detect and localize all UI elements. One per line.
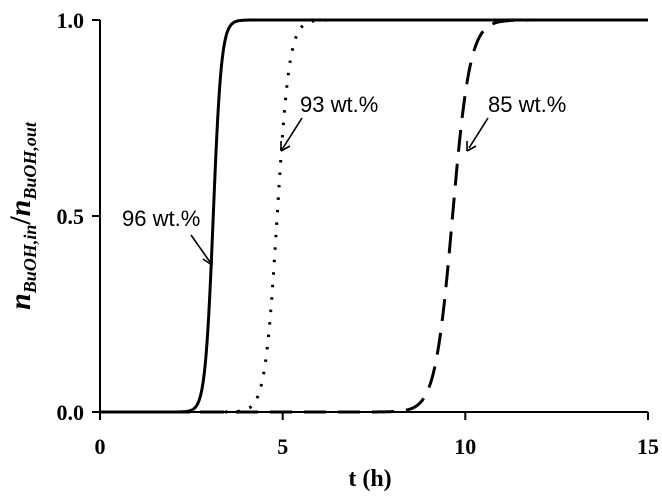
- annotation-85-arrow: [468, 117, 489, 149]
- annotation-96-arrow: [190, 234, 211, 263]
- y-tick-label-1: 0.5: [57, 204, 85, 229]
- annotation-96-arrowhead: [202, 255, 213, 266]
- series-layer: [100, 18, 648, 414]
- annotation-85-arrowhead: [466, 141, 477, 152]
- annotation-93: 93 wt.%: [300, 92, 378, 117]
- x-tick-label-0: 0: [95, 434, 106, 459]
- y-axis-title: nBuOH,in/nBuOH,out: [4, 121, 40, 310]
- y-axis-title-n1: n: [4, 293, 37, 310]
- y-axis-title-n2: n: [4, 200, 37, 217]
- x-tick-label-3: 15: [637, 434, 659, 459]
- series-line-2: [100, 18, 648, 414]
- y-axis-title-sub1: BuOH,in: [20, 225, 40, 295]
- x-tick-labels: 0 5 10 15: [95, 434, 660, 459]
- annotation-93-arrowhead: [280, 141, 291, 152]
- annotations: 96 wt.% 93 wt.% 85 wt.%: [122, 92, 566, 266]
- annotation-85: 85 wt.%: [488, 92, 566, 117]
- x-axis-title: t (h): [348, 466, 391, 492]
- y-axis-title-slash: /: [4, 216, 37, 226]
- x-tick-label-1: 5: [277, 434, 288, 459]
- annotation-93-arrow: [282, 117, 303, 149]
- y-tick-labels: 0.0 0.5 1.0: [57, 8, 85, 425]
- annotation-96: 96 wt.%: [122, 206, 200, 231]
- series-line-0: [100, 18, 648, 414]
- y-tick-label-0: 0.0: [57, 400, 85, 425]
- y-tick-label-2: 1.0: [57, 8, 85, 33]
- x-tick-label-2: 10: [454, 434, 476, 459]
- y-axis-title-sub2: BuOH,out: [20, 121, 40, 201]
